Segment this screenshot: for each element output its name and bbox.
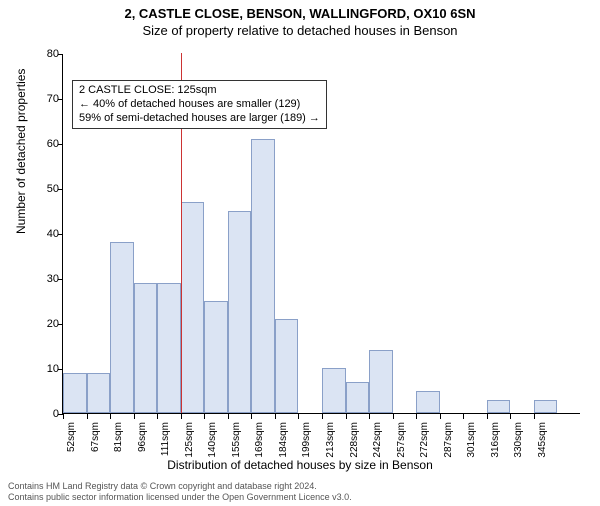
annotation-box: 2 CASTLE CLOSE: 125sqm ← 40% of detached…	[72, 80, 327, 129]
x-tick-label: 301sqm	[466, 422, 477, 458]
x-tick-label: 213sqm	[325, 422, 336, 458]
x-tick-mark	[134, 414, 135, 419]
x-tick-mark	[369, 414, 370, 419]
x-tick-mark	[322, 414, 323, 419]
chart-title-main: 2, CASTLE CLOSE, BENSON, WALLINGFORD, OX…	[0, 6, 600, 21]
y-tick-mark	[58, 99, 63, 100]
x-tick-label: 81sqm	[113, 422, 124, 452]
y-tick-mark	[58, 279, 63, 280]
x-tick-mark	[63, 414, 64, 419]
y-tick-mark	[58, 324, 63, 325]
x-axis-label: Distribution of detached houses by size …	[0, 458, 600, 472]
x-tick-label: 96sqm	[137, 422, 148, 452]
histogram-bar	[157, 283, 181, 414]
histogram-bar	[275, 319, 299, 414]
histogram-bar	[181, 202, 205, 414]
x-tick-mark	[157, 414, 158, 419]
x-tick-label: 345sqm	[537, 422, 548, 458]
x-tick-mark	[463, 414, 464, 419]
y-tick-label: 0	[29, 408, 59, 420]
annotation-line-1: 2 CASTLE CLOSE: 125sqm	[79, 84, 320, 98]
histogram-bar	[346, 382, 370, 414]
x-tick-label: 155sqm	[231, 422, 242, 458]
y-tick-mark	[58, 144, 63, 145]
histogram-bar	[369, 350, 393, 413]
histogram-bar	[63, 373, 87, 414]
x-tick-mark	[416, 414, 417, 419]
y-tick-label: 50	[29, 183, 59, 195]
histogram-bar	[322, 368, 346, 413]
y-tick-label: 40	[29, 228, 59, 240]
y-tick-label: 10	[29, 363, 59, 375]
footer-line-1: Contains HM Land Registry data © Crown c…	[8, 481, 352, 491]
x-tick-mark	[510, 414, 511, 419]
x-tick-label: 330sqm	[513, 422, 524, 458]
y-axis-label: Number of detached properties	[14, 69, 28, 234]
annotation-line-2: ← 40% of detached houses are smaller (12…	[79, 98, 320, 112]
histogram-bar	[251, 139, 275, 414]
histogram-bar	[87, 373, 111, 414]
histogram-bar	[534, 400, 558, 414]
x-tick-mark	[346, 414, 347, 419]
x-tick-mark	[181, 414, 182, 419]
footer-line-2: Contains public sector information licen…	[8, 492, 352, 502]
x-tick-mark	[487, 414, 488, 419]
x-tick-label: 257sqm	[396, 422, 407, 458]
y-tick-label: 20	[29, 318, 59, 330]
x-tick-mark	[110, 414, 111, 419]
x-tick-label: 140sqm	[207, 422, 218, 458]
x-tick-mark	[275, 414, 276, 419]
footer-attribution: Contains HM Land Registry data © Crown c…	[8, 481, 352, 502]
x-tick-mark	[87, 414, 88, 419]
chart-area: 0102030405060708052sqm67sqm81sqm96sqm111…	[62, 54, 580, 414]
x-tick-label: 242sqm	[372, 422, 383, 458]
annotation-line-3: 59% of semi-detached houses are larger (…	[79, 112, 320, 126]
x-tick-mark	[393, 414, 394, 419]
x-tick-label: 287sqm	[443, 422, 454, 458]
y-tick-mark	[58, 234, 63, 235]
histogram-bar	[110, 242, 134, 413]
x-tick-label: 52sqm	[66, 422, 77, 452]
x-tick-label: 169sqm	[254, 422, 265, 458]
histogram-bar	[487, 400, 511, 414]
x-tick-mark	[204, 414, 205, 419]
y-tick-label: 60	[29, 138, 59, 150]
y-tick-mark	[58, 54, 63, 55]
x-tick-mark	[298, 414, 299, 419]
y-tick-label: 30	[29, 273, 59, 285]
histogram-bar	[134, 283, 158, 414]
y-tick-mark	[58, 369, 63, 370]
x-tick-label: 272sqm	[419, 422, 430, 458]
chart-title-sub: Size of property relative to detached ho…	[0, 23, 600, 38]
x-tick-mark	[440, 414, 441, 419]
x-tick-label: 67sqm	[90, 422, 101, 452]
x-tick-label: 228sqm	[349, 422, 360, 458]
y-tick-label: 70	[29, 93, 59, 105]
x-tick-label: 111sqm	[160, 422, 171, 456]
x-tick-mark	[534, 414, 535, 419]
x-tick-mark	[228, 414, 229, 419]
histogram-bar	[416, 391, 440, 414]
x-tick-label: 184sqm	[278, 422, 289, 458]
histogram-bar	[228, 211, 252, 414]
x-tick-label: 199sqm	[301, 422, 312, 458]
y-tick-label: 80	[29, 48, 59, 60]
histogram-bar	[204, 301, 228, 414]
y-tick-mark	[58, 189, 63, 190]
x-tick-label: 125sqm	[184, 422, 195, 458]
x-tick-label: 316sqm	[490, 422, 501, 458]
x-tick-mark	[251, 414, 252, 419]
